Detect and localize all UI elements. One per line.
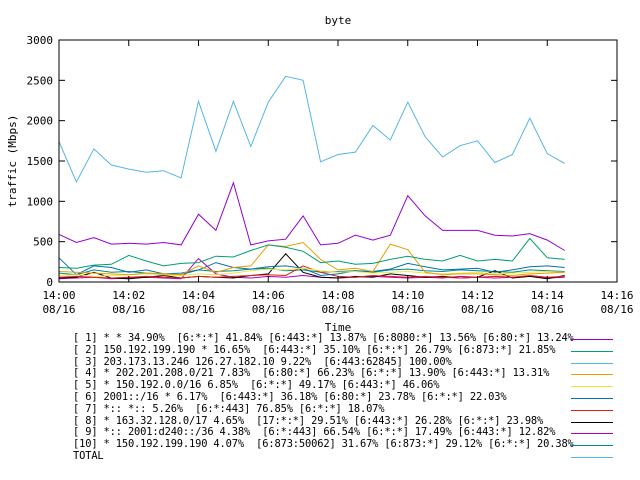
series-line-3	[58, 75, 565, 184]
legend: [ 1] * * 34.90% [6:*:*] 41.84% [6:443:*]…	[0, 332, 640, 463]
plot-area	[58, 39, 618, 283]
legend-item-5: [ 5] * 150.192.0.0/16 6.85% [6:*:*] 49.1…	[0, 379, 640, 392]
x-axis-label: Time	[325, 321, 352, 334]
x-tick-label-time: 14:10	[391, 289, 424, 302]
legend-item-9: [ 9] *:: 2001:d240::/36 4.38% [6:*:443] …	[0, 427, 640, 439]
axes: 05001000150020002500300014:0008/1614:020…	[27, 34, 634, 316]
series-line-4	[58, 241, 565, 277]
legend-swatch	[571, 339, 613, 340]
legend-swatch	[571, 374, 613, 376]
x-tick-label-time: 14:06	[252, 289, 285, 302]
y-axis-label: traffic (Mbps)	[6, 115, 19, 208]
legend-item-8: [ 8] * 163.32.128.0/17 4.65% [17:*:*] 29…	[0, 414, 640, 428]
x-tick-label-time: 14:14	[531, 289, 564, 302]
x-tick-label-date: 08/16	[391, 303, 424, 316]
legend-label: [ 3] 203.173.13.246 126.27.182.10 9.22% …	[73, 355, 452, 368]
legend-swatch	[571, 386, 613, 388]
legend-swatch	[571, 456, 613, 458]
y-tick-label: 1000	[27, 195, 54, 208]
legend-label: [ 5] * 150.192.0.0/16 6.85% [6:*:*] 49.1…	[73, 379, 440, 392]
x-tick-label-time: 14:02	[112, 289, 145, 302]
y-tick-label: 500	[33, 236, 53, 249]
x-tick-label-time: 14:08	[321, 289, 354, 302]
legend-label: [ 4] * 202.201.208.0/21 7.83% [6:80:*] 6…	[73, 367, 550, 380]
y-tick-label: 1500	[27, 155, 54, 168]
legend-item-2: [ 2] 150.192.199.190 * 16.65% [6:443:*] …	[0, 343, 640, 357]
x-tick-label-time: 14:12	[461, 289, 494, 302]
legend-label: [10] * 150.192.199.190 4.07% [6:873:5006…	[73, 438, 574, 451]
series-line-8	[58, 253, 565, 280]
legend-swatch	[571, 445, 613, 447]
legend-item-3: [ 3] 203.173.13.246 126.27.182.10 9.22% …	[0, 355, 640, 369]
x-tick-label-date: 08/16	[42, 303, 75, 316]
legend-swatch	[571, 362, 613, 364]
y-tick-label: 2000	[27, 115, 54, 128]
legend-label: [ 7] *:: *:: 5.26% [6:*:443] 76.85% [6:*…	[73, 402, 385, 415]
legend-label: [ 2] 150.192.199.190 * 16.65% [6:443:*] …	[73, 343, 556, 356]
x-tick-label-date: 08/16	[321, 303, 354, 316]
series-line-6	[58, 257, 565, 277]
series-lines	[58, 75, 565, 280]
x-tick-label-date: 08/16	[600, 303, 633, 316]
legend-label: TOTAL	[73, 449, 104, 462]
legend-swatch	[571, 433, 613, 435]
legend-item-total: TOTAL	[0, 449, 640, 463]
x-tick-label-date: 08/16	[461, 303, 494, 316]
x-tick-label-time: 14:00	[42, 289, 75, 302]
series-line-2	[58, 237, 565, 269]
legend-item-7: [ 7] *:: *:: 5.26% [6:*:443] 76.85% [6:*…	[0, 402, 640, 416]
legend-label: [ 9] *:: 2001:d240::/36 4.38% [6:*:443] …	[73, 426, 556, 439]
x-tick-label-date: 08/16	[182, 303, 215, 316]
legend-swatch	[571, 409, 613, 411]
series-line-5	[58, 267, 565, 277]
legend-item-4: [ 4] * 202.201.208.0/21 7.83% [6:80:*] 6…	[0, 368, 640, 380]
x-tick-label-time: 14:04	[182, 289, 215, 302]
legend-swatch	[571, 350, 613, 352]
series-line-10	[58, 267, 565, 276]
legend-label: [ 8] * 163.32.128.0/17 4.65% [17:*:*] 29…	[73, 414, 544, 427]
x-tick-label-date: 08/16	[531, 303, 564, 316]
y-tick-label: 0	[46, 276, 53, 289]
y-tick-label: 2500	[27, 74, 54, 87]
legend-label: [ 6] 2001::/16 * 6.17% [6:443:*] 36.18% …	[73, 390, 507, 403]
x-tick-label-date: 08/16	[252, 303, 285, 316]
legend-item-1: [ 1] * * 34.90% [6:*:*] 41.84% [6:443:*]…	[0, 332, 640, 345]
y-tick-label: 3000	[27, 34, 54, 47]
legend-item-10: [10] * 150.192.199.190 4.07% [6:873:5006…	[0, 438, 640, 451]
legend-item-6: [ 6] 2001::/16 * 6.17% [6:443:*] 36.18% …	[0, 390, 640, 404]
legend-swatch	[571, 397, 613, 399]
chart-title: byte	[325, 14, 352, 27]
legend-label: [ 1] * * 34.90% [6:*:*] 41.84% [6:443:*]…	[73, 332, 574, 344]
x-tick-label-date: 08/16	[112, 303, 145, 316]
x-tick-label-time: 14:16	[600, 289, 633, 302]
series-line-1	[58, 181, 565, 251]
legend-swatch	[571, 421, 613, 423]
